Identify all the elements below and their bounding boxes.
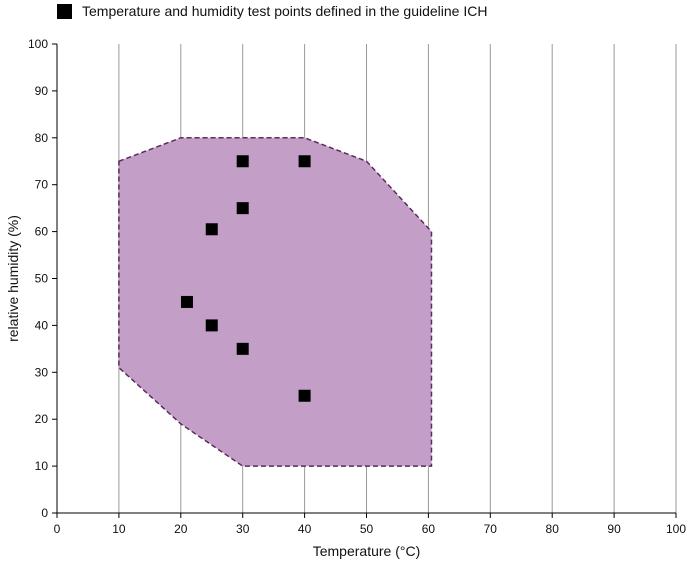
x-tick-label: 20 xyxy=(174,522,188,536)
y-tick-label: 20 xyxy=(35,412,49,426)
data-point xyxy=(205,319,218,332)
x-tick-label: 40 xyxy=(298,522,312,536)
x-tick-label: 70 xyxy=(484,522,498,536)
y-tick-label: 40 xyxy=(35,318,49,332)
legend-square-marker-icon xyxy=(57,3,72,19)
y-tick-label: 60 xyxy=(35,225,49,239)
axes: 0 10 20 30 40 50 60 70 80 90 100 0 10 20 30 40 50 60 70 80 9… xyxy=(28,37,686,536)
grid-lines xyxy=(118,44,677,513)
x-tick-label: 60 xyxy=(422,522,436,536)
data-point xyxy=(205,223,218,236)
y-tick-label: 80 xyxy=(35,131,49,145)
x-tick-label: 90 xyxy=(607,522,621,536)
test-region xyxy=(118,137,433,467)
y-axis-title: relative humidity (%) xyxy=(5,215,21,342)
data-point xyxy=(236,155,249,168)
data-point xyxy=(236,342,249,355)
y-tick-label: 30 xyxy=(35,365,49,379)
legend-label: Temperature and humidity test points def… xyxy=(82,3,488,19)
y-tick-label: 100 xyxy=(28,37,48,51)
x-tick-label: 10 xyxy=(112,522,126,536)
x-tick-label: 80 xyxy=(546,522,560,536)
x-tick-label: 50 xyxy=(360,522,374,536)
x-axis-title: Temperature (°C) xyxy=(313,543,421,559)
x-tick-label: 100 xyxy=(666,522,686,536)
x-tick-label: 0 xyxy=(54,522,61,536)
data-point xyxy=(298,155,311,168)
data-point xyxy=(298,389,311,402)
chart-legend: Temperature and humidity test points def… xyxy=(57,3,487,19)
test-region-polygon xyxy=(118,137,433,467)
y-tick-label: 90 xyxy=(35,84,49,98)
y-tick-label: 50 xyxy=(35,272,49,286)
x-tick-label: 30 xyxy=(236,522,250,536)
data-points xyxy=(180,155,311,402)
data-point xyxy=(180,295,193,308)
y-tick-label: 0 xyxy=(41,506,48,520)
y-tick-label: 10 xyxy=(35,459,49,473)
y-tick-label: 70 xyxy=(35,178,49,192)
data-point xyxy=(236,202,249,215)
